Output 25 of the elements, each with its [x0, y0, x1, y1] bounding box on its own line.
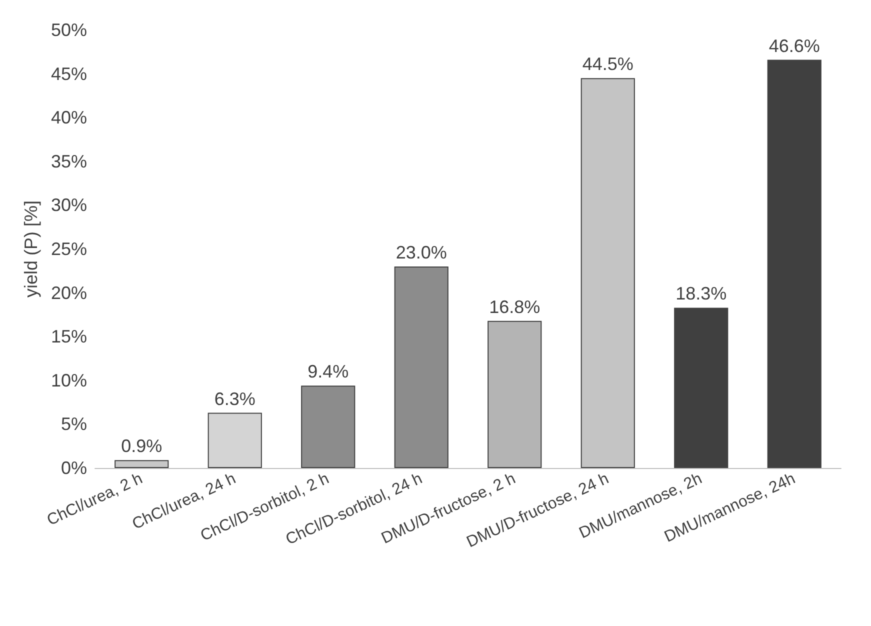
y-tick-label: 0%: [60, 458, 87, 478]
data-label: 18.3%: [676, 284, 727, 304]
y-tick-label: 45%: [50, 64, 87, 84]
y-tick-label: 25%: [50, 239, 87, 259]
y-axis-title: yield (P) [%]: [21, 200, 41, 298]
bar: [767, 60, 822, 468]
y-tick-label: 50%: [50, 20, 87, 40]
data-label: 23.0%: [396, 242, 447, 263]
data-label: 44.5%: [582, 54, 634, 74]
y-tick-label: 5%: [60, 414, 87, 434]
data-label: 0.9%: [121, 436, 162, 456]
data-label: 16.8%: [489, 296, 540, 317]
bar: [208, 412, 262, 468]
bar: [394, 266, 448, 468]
bar: [301, 386, 356, 468]
data-label: 46.6%: [768, 36, 820, 56]
y-tick-label: 30%: [50, 195, 87, 216]
data-label: 6.3%: [214, 388, 256, 409]
y-tick-label: 20%: [50, 282, 87, 303]
y-tick-label: 35%: [50, 151, 87, 172]
bar: [674, 308, 728, 468]
data-label: 9.4%: [308, 362, 349, 382]
y-tick-label: 15%: [50, 326, 87, 347]
y-tick-label: 40%: [50, 108, 87, 128]
y-tick-label: 10%: [50, 370, 87, 390]
